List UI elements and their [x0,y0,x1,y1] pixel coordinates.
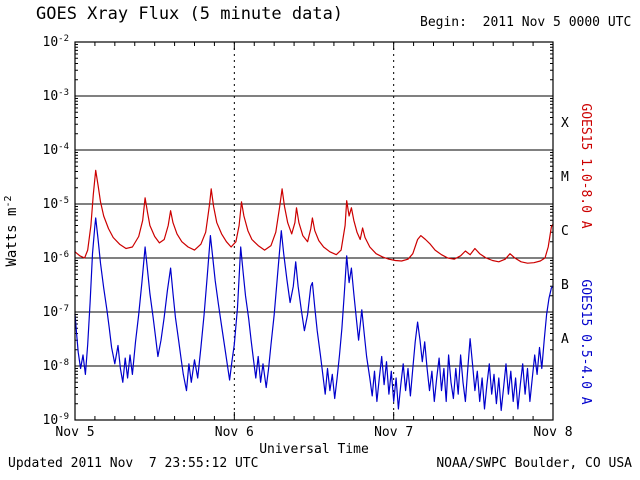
y-tick-label: 10-3 [43,88,70,104]
y-axis-title: Watts m-2 [3,195,20,266]
y-tick-exponent: -2 [58,34,69,44]
x-tick-label: Nov 8 [533,425,572,440]
plot-border [74,41,554,421]
flare-class-c: C [561,224,569,239]
y-axis-title-exponent: -2 [3,195,14,207]
y-tick-base: 10 [43,413,59,428]
chart-title: GOES Xray Flux (5 minute data) [36,4,344,24]
source-credit: NOAA/SWPC Boulder, CO USA [436,456,632,471]
y-tick-exponent: -3 [58,88,69,98]
x-axis-title: Universal Time [259,442,369,457]
y-tick-base: 10 [43,305,59,320]
series-label-short-channel: GOES15 0.5-4.0 A [578,279,593,404]
x-tick-label: Nov 7 [374,425,413,440]
x-axis-labels: Nov 5 Nov 6 Nov 7 Nov 8 [55,425,572,440]
y-tick-base: 10 [43,251,59,266]
flare-class-a: A [561,332,569,347]
y-tick-label: 10-4 [43,142,70,158]
y-tick-label: 10-2 [43,34,70,50]
y-tick-label: 10-7 [43,304,70,320]
y-tick-exponent: -6 [58,250,69,260]
y-tick-label: 10-9 [43,412,70,428]
y-tick-exponent: -5 [58,196,69,206]
x-tick-label: Nov 6 [215,425,254,440]
y-tick-base: 10 [43,197,59,212]
y-axis-labels: 10-210-310-410-510-610-710-810-9 [43,34,70,428]
y-tick-base: 10 [43,359,59,374]
flare-class-x: X [561,116,569,131]
flare-class-m: M [561,170,569,185]
y-tick-base: 10 [43,89,59,104]
y-tick-exponent: -8 [58,358,69,368]
y-tick-exponent: -9 [58,412,69,422]
goes15-0-5-4-0-a-line [74,217,554,412]
axis-ticks [74,42,554,420]
flare-class-b: B [561,278,569,293]
begin-timestamp: Begin: 2011 Nov 5 0000 UTC [420,15,632,30]
goes15-1-0-8-0-a-line [74,169,554,264]
flare-class-letters: X M C B A [561,116,569,347]
y-axis-title-base: Watts m [4,208,20,267]
y-tick-base: 10 [43,35,59,50]
x-tick-label: Nov 5 [55,425,94,440]
series-label-long-channel: GOES15 1.0-8.0 A [578,103,593,228]
y-tick-label: 10-5 [43,196,70,212]
y-tick-label: 10-8 [43,358,70,374]
y-tick-base: 10 [43,143,59,158]
updated-timestamp: Updated 2011 Nov 7 23:55:12 UTC [8,456,259,471]
y-tick-exponent: -7 [58,304,69,314]
grid-lines [75,42,553,420]
y-tick-label: 10-6 [43,250,70,266]
y-tick-exponent: -4 [58,142,69,152]
